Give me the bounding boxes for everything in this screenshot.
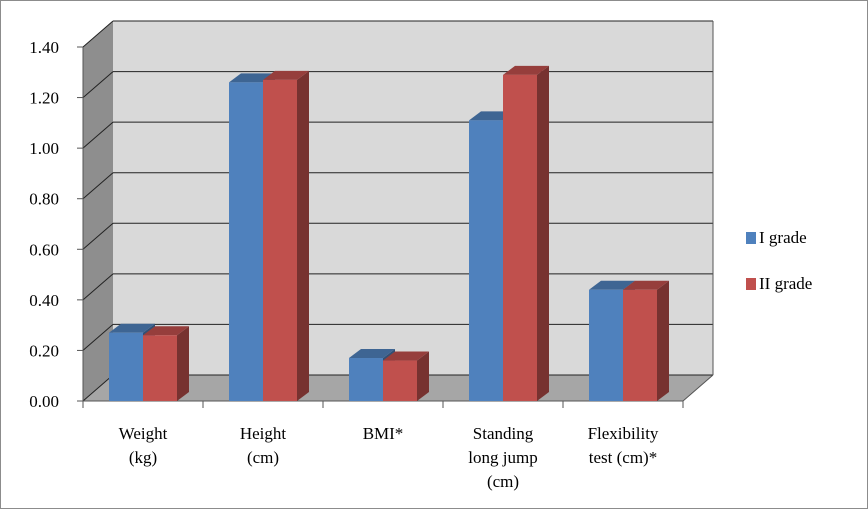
x-tick-label: (kg) xyxy=(129,448,157,467)
y-tick-label: 1.20 xyxy=(29,89,59,108)
bar-1-4 xyxy=(469,120,503,401)
y-tick-label: 0.80 xyxy=(29,190,59,209)
legend-swatch-series-2 xyxy=(746,278,756,290)
bar-2-3-side xyxy=(417,351,429,401)
bar-2-5 xyxy=(623,289,657,401)
side-wall xyxy=(83,21,113,401)
gridline-side xyxy=(82,374,114,402)
y-tick-label: 1.00 xyxy=(29,139,59,158)
bar-1-3 xyxy=(349,358,383,401)
gridline-side xyxy=(82,121,114,149)
bar-1-1 xyxy=(109,332,143,401)
bar-1-2 xyxy=(229,82,263,402)
gridline-side xyxy=(82,273,114,301)
x-tick-label: (cm) xyxy=(247,448,279,467)
x-tick-label: Standing xyxy=(473,424,534,443)
x-tick-label: Flexibility xyxy=(588,424,659,443)
bar-2-2-side xyxy=(297,70,309,401)
bar-1-3-top xyxy=(349,349,395,359)
gridline-side xyxy=(82,222,114,250)
y-tick-label: 0.20 xyxy=(29,341,59,360)
bar-2-3-top xyxy=(383,351,429,361)
legend-item-series-1: I grade xyxy=(746,227,812,249)
legend-label-series-2: II grade xyxy=(759,274,813,293)
floor-edge xyxy=(682,374,714,402)
bar-2-4-side xyxy=(537,65,549,402)
x-tick-label: test (cm)* xyxy=(589,448,657,467)
legend-item-series-2: II grade xyxy=(746,273,812,295)
gridline-side xyxy=(82,71,114,98)
x-tick-label: (cm) xyxy=(487,472,519,491)
y-tick-label: 0.40 xyxy=(29,291,59,310)
bar-2-5-side xyxy=(657,280,669,401)
bar-2-1 xyxy=(143,335,177,401)
x-tick-label: Height xyxy=(240,424,287,443)
gridline-side xyxy=(82,324,114,351)
bar-2-2 xyxy=(263,79,297,401)
legend-swatch-series-1 xyxy=(746,232,756,244)
bar-1-1-top xyxy=(109,323,155,333)
y-tick-label: 1.40 xyxy=(29,38,59,57)
bar-2-3 xyxy=(383,360,417,401)
y-tick-label: 0.60 xyxy=(29,240,59,259)
x-tick-label: Weight xyxy=(119,424,168,443)
y-tick-label: 0.00 xyxy=(29,392,59,411)
bar-2-4-top xyxy=(503,65,549,75)
bar-2-1-top xyxy=(143,326,189,336)
gridline-side xyxy=(82,172,114,200)
bar-2-5-top xyxy=(623,280,669,290)
bar-2-2-top xyxy=(263,70,309,80)
bar-2-1-side xyxy=(177,326,189,401)
legend: I grade II grade xyxy=(746,227,812,319)
gridline-side xyxy=(82,20,114,48)
x-tick-label: BMI* xyxy=(363,424,404,443)
bar-2-4 xyxy=(503,74,537,402)
legend-label-series-1: I grade xyxy=(759,228,807,247)
x-tick-label: long jump xyxy=(468,448,537,467)
bar-1-5 xyxy=(589,289,623,401)
bar-1-5-top xyxy=(589,280,635,290)
